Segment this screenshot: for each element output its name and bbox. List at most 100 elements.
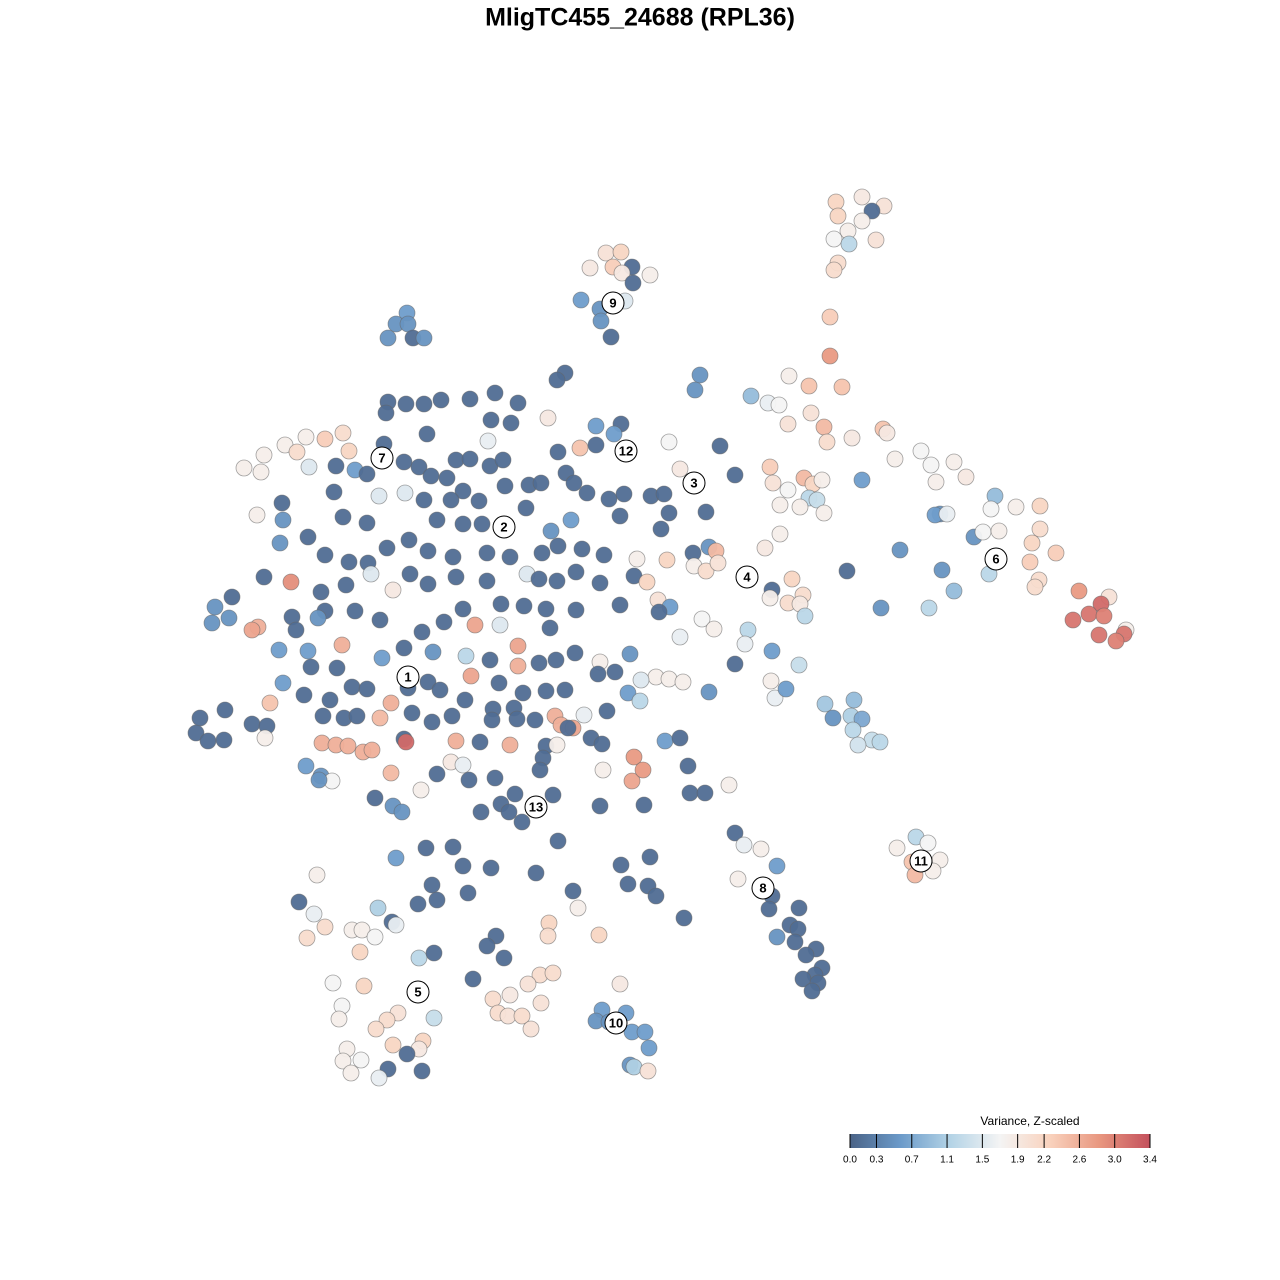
point <box>537 600 555 618</box>
point <box>891 541 909 559</box>
point <box>334 508 352 526</box>
cluster-label: 7 <box>378 450 385 465</box>
point <box>355 977 373 995</box>
point <box>791 498 809 516</box>
point <box>569 899 587 917</box>
point <box>513 813 531 831</box>
point <box>456 691 474 709</box>
point <box>203 614 221 632</box>
point <box>844 721 862 739</box>
point <box>1064 611 1082 629</box>
point <box>481 651 499 669</box>
point <box>886 450 904 468</box>
point <box>595 546 613 564</box>
point <box>1095 607 1113 625</box>
point <box>611 507 629 525</box>
point <box>742 387 760 405</box>
cluster-label-badge <box>524 795 548 819</box>
point <box>625 748 643 766</box>
point <box>343 678 361 696</box>
point <box>309 609 327 627</box>
point <box>578 484 596 502</box>
point <box>641 266 659 284</box>
point <box>700 683 718 701</box>
point <box>853 188 871 206</box>
point <box>370 487 388 505</box>
point <box>621 645 639 663</box>
point <box>1023 534 1041 552</box>
point <box>530 570 548 588</box>
point <box>544 786 562 804</box>
cluster-label-badge <box>370 446 394 470</box>
point <box>766 689 784 707</box>
point <box>348 707 366 725</box>
point <box>575 706 593 724</box>
point <box>542 522 560 540</box>
point <box>473 515 491 533</box>
point <box>478 544 496 562</box>
point <box>567 563 585 581</box>
colorbar <box>850 1134 1150 1148</box>
point <box>729 870 747 888</box>
point <box>849 736 867 754</box>
point <box>671 460 689 478</box>
point <box>460 771 478 789</box>
point <box>632 671 650 689</box>
point <box>650 603 668 621</box>
point <box>366 928 384 946</box>
point <box>509 394 527 412</box>
point <box>1031 497 1049 515</box>
point <box>353 921 371 939</box>
point <box>635 796 653 814</box>
cluster-label: 5 <box>414 984 421 999</box>
point <box>530 654 548 672</box>
point <box>461 390 479 408</box>
point <box>369 899 387 917</box>
point <box>339 737 357 755</box>
point <box>282 573 300 591</box>
point <box>495 949 513 967</box>
colorbar-tick-label: 1.9 <box>1011 1155 1025 1166</box>
point <box>821 308 839 326</box>
point <box>248 506 266 524</box>
point <box>532 994 550 1012</box>
point <box>720 776 738 794</box>
point <box>428 891 446 909</box>
colorbar-tick-label: 1.1 <box>940 1155 954 1166</box>
point <box>358 514 376 532</box>
point <box>346 602 364 620</box>
point <box>527 864 545 882</box>
point <box>370 1069 388 1087</box>
point <box>379 329 397 347</box>
colorbar-tick-label: 0.0 <box>843 1155 857 1166</box>
point <box>270 641 288 659</box>
point <box>768 928 786 946</box>
point <box>770 396 788 414</box>
point <box>519 975 537 993</box>
point <box>634 761 652 779</box>
point <box>790 656 808 674</box>
point <box>764 474 782 492</box>
point <box>342 1064 360 1082</box>
point <box>287 621 305 639</box>
point <box>878 424 896 442</box>
point <box>400 531 418 549</box>
point <box>605 425 623 443</box>
point <box>340 442 358 460</box>
point <box>693 610 711 628</box>
cluster-label-badge <box>735 565 759 589</box>
cluster-label: 4 <box>743 569 751 584</box>
point <box>825 230 843 248</box>
colorbar-tick-label: 2.2 <box>1037 1155 1051 1166</box>
point <box>594 761 612 779</box>
point <box>412 781 430 799</box>
point <box>638 573 656 591</box>
point <box>499 1007 517 1025</box>
point <box>736 635 754 653</box>
cluster-label-badge <box>601 291 625 315</box>
point <box>299 642 317 660</box>
point <box>872 599 890 617</box>
point <box>387 849 405 867</box>
point <box>573 540 591 558</box>
point <box>824 709 842 727</box>
